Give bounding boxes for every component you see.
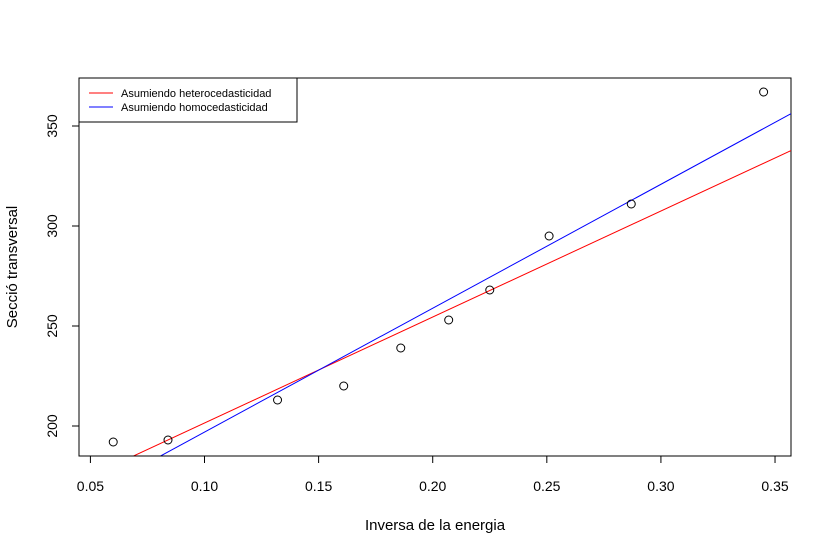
data-point [759,87,769,97]
x-tick-label: 0.30 [647,478,674,494]
fit-lines [132,113,791,456]
x-tick-label: 0.35 [761,478,788,494]
legend-label-homocedasticidad: Asumiendo homocedasticidad [121,102,268,114]
y-tick-label: 200 [44,414,60,438]
x-tick-label: 0.15 [305,478,332,494]
legend-label-heterocedasticidad: Asumiendo heterocedasticidad [121,88,271,100]
data-point [485,285,495,295]
x-tick-label: 0.10 [191,478,218,494]
data-point [544,231,554,241]
y-axis: 200 250 300 350 [44,114,80,438]
x-axis: 0.05 0.10 0.15 0.20 0.25 0.30 0.35 [77,455,789,494]
y-tick-label: 300 [44,214,60,238]
fit-line-1 [159,113,791,456]
legend: Asumiendo heterocedasticidad Asumiendo h… [78,77,298,123]
data-point [339,381,349,391]
x-tick-label: 0.05 [77,478,104,494]
y-tick-label: 250 [44,314,60,338]
y-tick-label: 350 [44,114,60,138]
fit-line-0 [132,150,791,456]
x-axis-title: Inversa de la energia [365,517,506,534]
x-tick-label: 0.20 [419,478,446,494]
x-tick-label: 0.25 [533,478,560,494]
plot-frame [78,77,792,457]
y-axis-title: Secció transversal [4,206,21,329]
data-point [626,199,636,209]
legend-box [78,77,298,123]
data-points [108,87,769,447]
data-point [108,437,118,447]
data-point [163,435,173,445]
data-point [273,395,283,405]
data-point [396,343,406,353]
data-point [444,315,454,325]
